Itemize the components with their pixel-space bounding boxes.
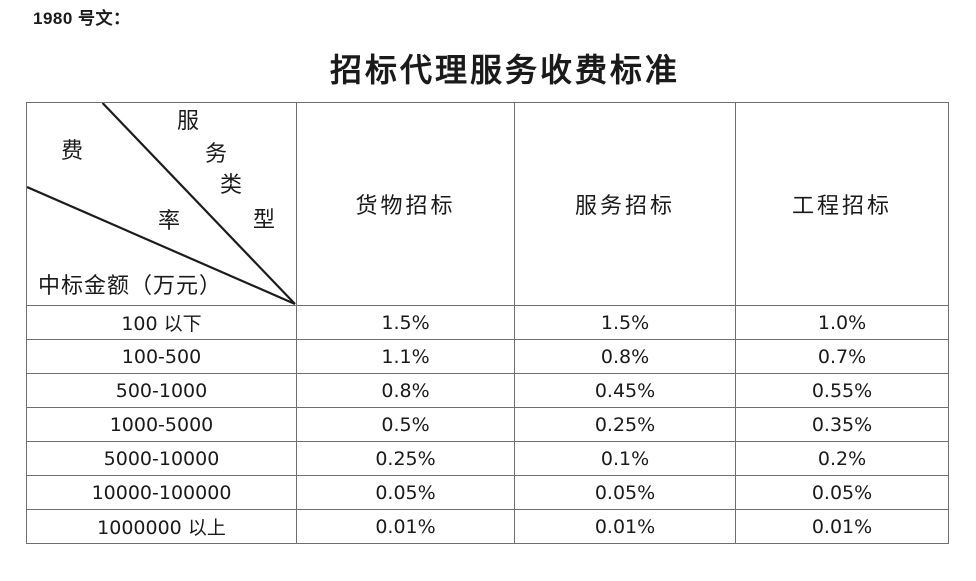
row-amount-range: 500-1000 [26,373,297,408]
table-header-row: 费 服 务 类 型 率 中标金额（万元） 货物招标 服务招标 工程招标 [26,102,949,306]
rate-cell: 1.5% [296,305,515,340]
page-title: 招标代理服务收费标准 [329,52,680,88]
rate-cell: 0.8% [514,339,736,374]
table-corner-cell: 费 服 务 类 型 率 中标金额（万元） [26,102,297,306]
column-header-goods-bidding: 货物招标 [296,102,515,306]
rate-cell: 0.05% [514,475,736,510]
table-row: 10000-100000 0.05% 0.05% 0.05% [26,475,949,510]
rate-cell: 0.1% [514,441,736,476]
doc-reference-number: 1980 号文： [33,9,131,28]
rate-cell: 0.5% [296,407,515,442]
rate-cell: 1.5% [514,305,736,340]
table-row: 500-1000 0.8% 0.45% 0.55% [26,373,949,408]
fee-standard-table: 费 服 务 类 型 率 中标金额（万元） 货物招标 服务招标 工程招标 100 … [26,102,949,544]
rate-cell: 0.45% [514,373,736,408]
rate-cell: 0.01% [296,509,515,544]
row-amount-range: 100 以下 [26,305,297,340]
row-amount-range: 10000-100000 [26,475,297,510]
corner-label-type-char-3: 类 [220,172,243,197]
rate-cell: 1.1% [296,339,515,374]
corner-label-type-char-1: 服 [177,108,200,133]
row-amount-range: 100-500 [26,339,297,374]
row-amount-range: 5000-10000 [26,441,297,476]
table-row: 1000-5000 0.5% 0.25% 0.35% [26,407,949,442]
rate-cell: 0.7% [735,339,949,374]
corner-label-rate-char: 率 [158,208,181,233]
corner-label-type-char-4: 型 [253,207,276,232]
rate-cell: 0.55% [735,373,949,408]
rate-cell: 0.05% [296,475,515,510]
rate-cell: 1.0% [735,305,949,340]
rate-cell: 0.05% [735,475,949,510]
corner-label-type-char-2: 务 [205,141,228,166]
column-header-services-bidding: 服务招标 [514,102,736,306]
rate-cell: 0.8% [296,373,515,408]
corner-label-bid-amount: 中标金额（万元） [38,273,223,298]
row-amount-range: 1000000 以上 [26,509,297,544]
corner-label-fee-char: 费 [61,138,84,163]
rate-cell: 0.35% [735,407,949,442]
row-amount-range: 1000-5000 [26,407,297,442]
rate-cell: 0.01% [514,509,736,544]
table-row: 100 以下 1.5% 1.5% 1.0% [26,305,949,340]
rate-cell: 0.01% [735,509,949,544]
table-row: 5000-10000 0.25% 0.1% 0.2% [26,441,949,476]
rate-cell: 0.25% [514,407,736,442]
table-row: 100-500 1.1% 0.8% 0.7% [26,339,949,374]
diagonal-divider-lines [27,103,296,305]
rate-cell: 0.2% [735,441,949,476]
table-row: 1000000 以上 0.01% 0.01% 0.01% [26,509,949,544]
rate-cell: 0.25% [296,441,515,476]
column-header-works-bidding: 工程招标 [735,102,949,306]
